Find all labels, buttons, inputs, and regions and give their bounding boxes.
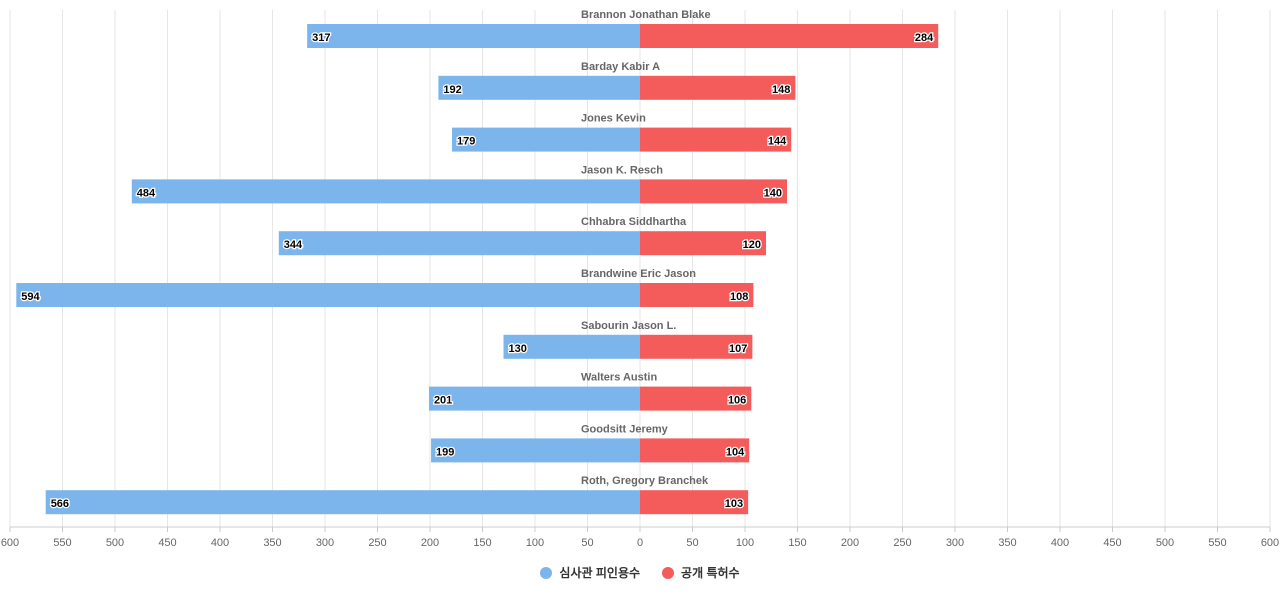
category-label: Brandwine Eric Jason: [581, 268, 696, 280]
tick-label: 400: [211, 537, 229, 549]
data-label-citations: 594: [21, 291, 40, 303]
legend-label-patents: 공개 특허수: [681, 566, 740, 580]
tick-label: 50: [686, 537, 698, 549]
data-label-patents: 148: [772, 84, 790, 96]
tick-label: 350: [263, 537, 281, 549]
bar-citations: [307, 24, 640, 48]
tick-label: 250: [368, 537, 386, 549]
legend-item-citations[interactable]: 심사관 피인용수: [540, 564, 640, 581]
bar-citations: [438, 75, 640, 100]
bar-citations: [452, 127, 640, 152]
data-label-patents: 108: [730, 291, 748, 303]
tick-label: 550: [1208, 537, 1226, 549]
category-label: Brannon Jonathan Blake: [581, 9, 711, 21]
data-label-citations: 317: [312, 32, 330, 44]
category-label: Jason K. Resch: [581, 164, 663, 176]
data-label-citations: 199: [436, 446, 454, 458]
bar-patents: [640, 438, 750, 463]
data-label-citations: 344: [284, 239, 303, 251]
tick-label: 400: [1051, 537, 1069, 549]
bar-patents: [640, 179, 787, 204]
tick-label: 300: [946, 537, 964, 549]
tick-label: 500: [1156, 537, 1174, 549]
tick-label: 450: [158, 537, 176, 549]
bar-patents: [640, 386, 752, 411]
tick-label: 200: [421, 537, 439, 549]
tick-label: 0: [637, 537, 643, 549]
tick-label: 100: [736, 537, 754, 549]
category-label: Goodsitt Jeremy: [581, 423, 669, 435]
tick-label: 250: [893, 537, 911, 549]
legend-marker-patents: [662, 566, 675, 579]
tick-label: 100: [526, 537, 544, 549]
data-label-patents: 107: [729, 343, 747, 355]
tick-label: 200: [841, 537, 859, 549]
data-label-patents: 144: [768, 136, 787, 148]
bar-patents: [640, 334, 753, 359]
data-label-patents: 103: [725, 498, 743, 510]
bar-citations: [45, 490, 640, 515]
bar-patents: [640, 24, 939, 48]
tick-label: 500: [106, 537, 124, 549]
category-label: Barday Kabir A: [581, 61, 660, 73]
data-label-citations: 192: [443, 84, 461, 96]
bar-citations: [131, 179, 641, 204]
bar-patents: [640, 283, 754, 307]
bar-patents: [640, 490, 749, 515]
category-label: Walters Austin: [581, 372, 657, 384]
tick-label: 450: [1103, 537, 1121, 549]
legend: 심사관 피인용수 공개 특허수: [0, 564, 1280, 581]
tick-label: 150: [473, 537, 491, 549]
data-label-patents: 140: [764, 187, 782, 199]
bar-citations: [503, 334, 640, 359]
chart: 600 550 500 450 400 350 300 250 200 150 100 50 0 50 10…: [1, 9, 1279, 549]
data-label-citations: 566: [51, 498, 69, 510]
legend-item-patents[interactable]: 공개 특허수: [662, 564, 740, 581]
category-label: Sabourin Jason L.: [581, 320, 676, 332]
bar-patents: [640, 231, 766, 256]
category-label: Chhabra Siddhartha: [581, 216, 687, 228]
tick-label: 50: [581, 537, 593, 549]
bar-citations: [16, 283, 641, 307]
legend-label-citations: 심사관 피인용수: [559, 566, 641, 580]
data-label-patents: 106: [728, 395, 746, 407]
category-label: Roth, Gregory Branchek: [581, 475, 709, 487]
bar-citations: [428, 386, 640, 411]
data-label-citations: 484: [137, 187, 156, 199]
tick-label: 600: [1261, 537, 1279, 549]
data-label-patents: 120: [743, 239, 761, 251]
data-label-patents: 284: [915, 32, 934, 44]
tick-label: 550: [53, 537, 71, 549]
data-label-patents: 104: [726, 446, 745, 458]
data-label-citations: 130: [509, 343, 527, 355]
bar-patents: [640, 75, 796, 100]
bar-citations: [278, 231, 640, 256]
bar-patents: [640, 127, 792, 152]
data-label-citations: 201: [434, 395, 452, 407]
data-label-citations: 179: [457, 136, 475, 148]
legend-marker-citations: [540, 566, 553, 579]
tick-label: 350: [998, 537, 1016, 549]
tick-label: 300: [316, 537, 334, 549]
tick-label: 600: [1, 537, 19, 549]
bar-citations: [431, 438, 640, 463]
category-label: Jones Kevin: [581, 113, 646, 125]
tick-label: 150: [788, 537, 806, 549]
